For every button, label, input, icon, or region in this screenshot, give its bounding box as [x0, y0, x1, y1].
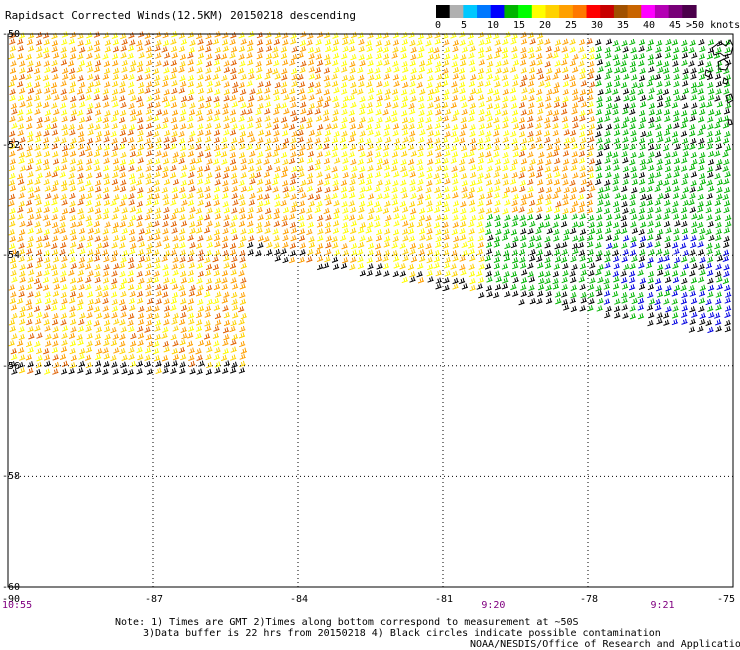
legend-label: 30	[591, 20, 604, 31]
legend-swatch	[559, 5, 574, 18]
wind-barb-group	[9, 38, 732, 376]
legend-swatch	[668, 5, 683, 18]
legend-swatch	[463, 5, 478, 18]
wind-barb-group	[8, 31, 596, 374]
legend-swatch	[586, 5, 601, 18]
map-frame	[7, 33, 734, 588]
legend-swatch	[641, 5, 656, 18]
chart-title: Rapidsact Corrected Winds(12.5KM) 201502…	[5, 9, 356, 22]
wind-barb-group	[484, 38, 732, 320]
wind-barbs-layer	[8, 31, 732, 376]
legend-label: 15	[513, 20, 526, 31]
note-line-2: 3)Data buffer is 22 hrs from 20150218 4)…	[143, 628, 661, 639]
wind-speed-legend	[436, 5, 697, 18]
time-label: 9:21	[650, 600, 675, 611]
legend-label: 20	[539, 20, 552, 31]
wind-barb-group	[9, 31, 595, 375]
wind-barb-group	[8, 31, 596, 369]
legend-swatch	[572, 5, 588, 18]
lon-label: -84	[290, 594, 309, 605]
lat-label: -54	[2, 250, 21, 262]
lat-label: -56	[2, 360, 21, 372]
lon-label: -78	[580, 594, 599, 605]
legend-label: 25	[565, 20, 578, 31]
legend-swatch	[504, 5, 519, 18]
coastline-islands	[704, 39, 734, 126]
legend-label: 45	[669, 20, 682, 31]
island-outline	[722, 77, 729, 85]
legend-label: 35	[617, 20, 630, 31]
lat-label: -50	[2, 29, 21, 40]
legend-swatch	[627, 5, 642, 18]
legend-swatch	[600, 5, 615, 18]
legend-swatch	[449, 5, 464, 18]
legend-label: 0	[435, 20, 442, 31]
lon-label: -75	[717, 594, 736, 605]
island-outline	[711, 39, 734, 57]
island-outline	[717, 58, 730, 71]
time-label: 10:55	[2, 600, 33, 611]
legend-swatch	[613, 5, 629, 18]
legend-swatch	[545, 5, 560, 18]
note-line-1: Note: 1) Times are GMT 2)Times along bot…	[115, 617, 579, 628]
legend-label: 5	[461, 20, 468, 31]
legend-swatch	[654, 5, 670, 18]
island-outline	[704, 69, 712, 78]
lon-label: -87	[145, 594, 164, 605]
island-outline	[727, 119, 733, 126]
wind-barb-group	[603, 234, 732, 334]
island-outline	[725, 93, 734, 104]
lat-lon-grid	[7, 33, 734, 588]
time-label: 9:20	[481, 600, 506, 611]
legend-swatch	[518, 5, 533, 18]
lat-label: -52	[2, 139, 21, 151]
credit-line: NOAA/NESDIS/Office of Research and Appli…	[470, 639, 740, 650]
legend-swatch	[531, 5, 547, 18]
legend-swatch	[490, 5, 506, 18]
lon-label: -90	[2, 594, 21, 605]
legend-swatch	[682, 5, 697, 18]
lat-label: -58	[2, 471, 21, 483]
wind-barb-group	[9, 31, 596, 375]
legend-label: >50 knots	[686, 20, 740, 31]
legend-label: 10	[487, 20, 500, 31]
legend-label: 40	[643, 20, 656, 31]
lon-label: -81	[435, 594, 454, 605]
lat-label: -60	[2, 582, 21, 593]
legend-swatch	[436, 5, 451, 18]
legend-swatch	[477, 5, 492, 18]
